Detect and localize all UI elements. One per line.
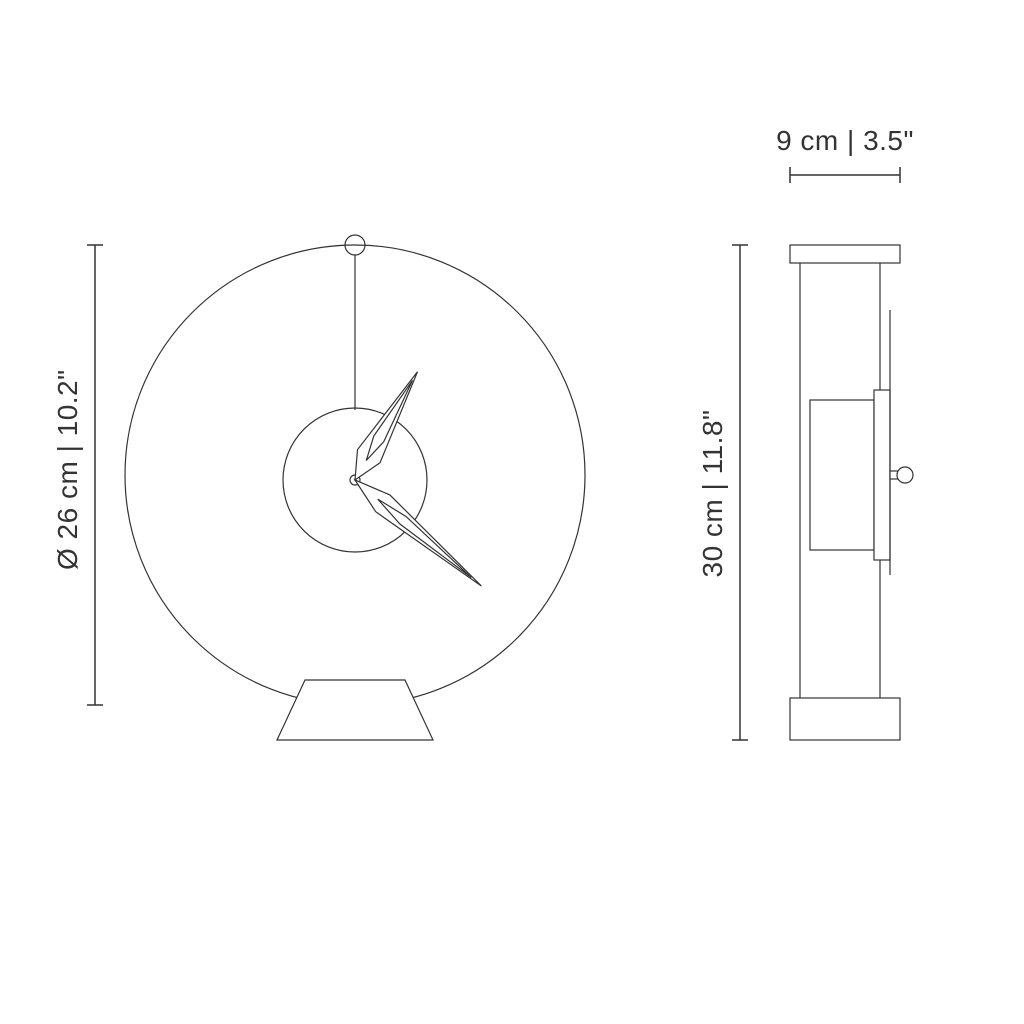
- side-backplate: [874, 390, 890, 560]
- label-height: 30 cm | 11.8": [697, 410, 728, 578]
- side-knob: [897, 467, 913, 483]
- label-diameter: Ø 26 cm | 10.2": [52, 369, 83, 570]
- minute-hand: [355, 480, 481, 586]
- hour-hand: [355, 372, 418, 480]
- label-depth: 9 cm | 3.5": [776, 125, 914, 156]
- side-base: [790, 698, 900, 740]
- base-front: [277, 680, 433, 740]
- side-mechanism: [810, 400, 874, 550]
- technical-drawing: Ø 26 cm | 10.2" 9 cm | 3.5" 30 cm | 11.8": [0, 0, 1024, 1024]
- side-top-cap: [790, 245, 900, 263]
